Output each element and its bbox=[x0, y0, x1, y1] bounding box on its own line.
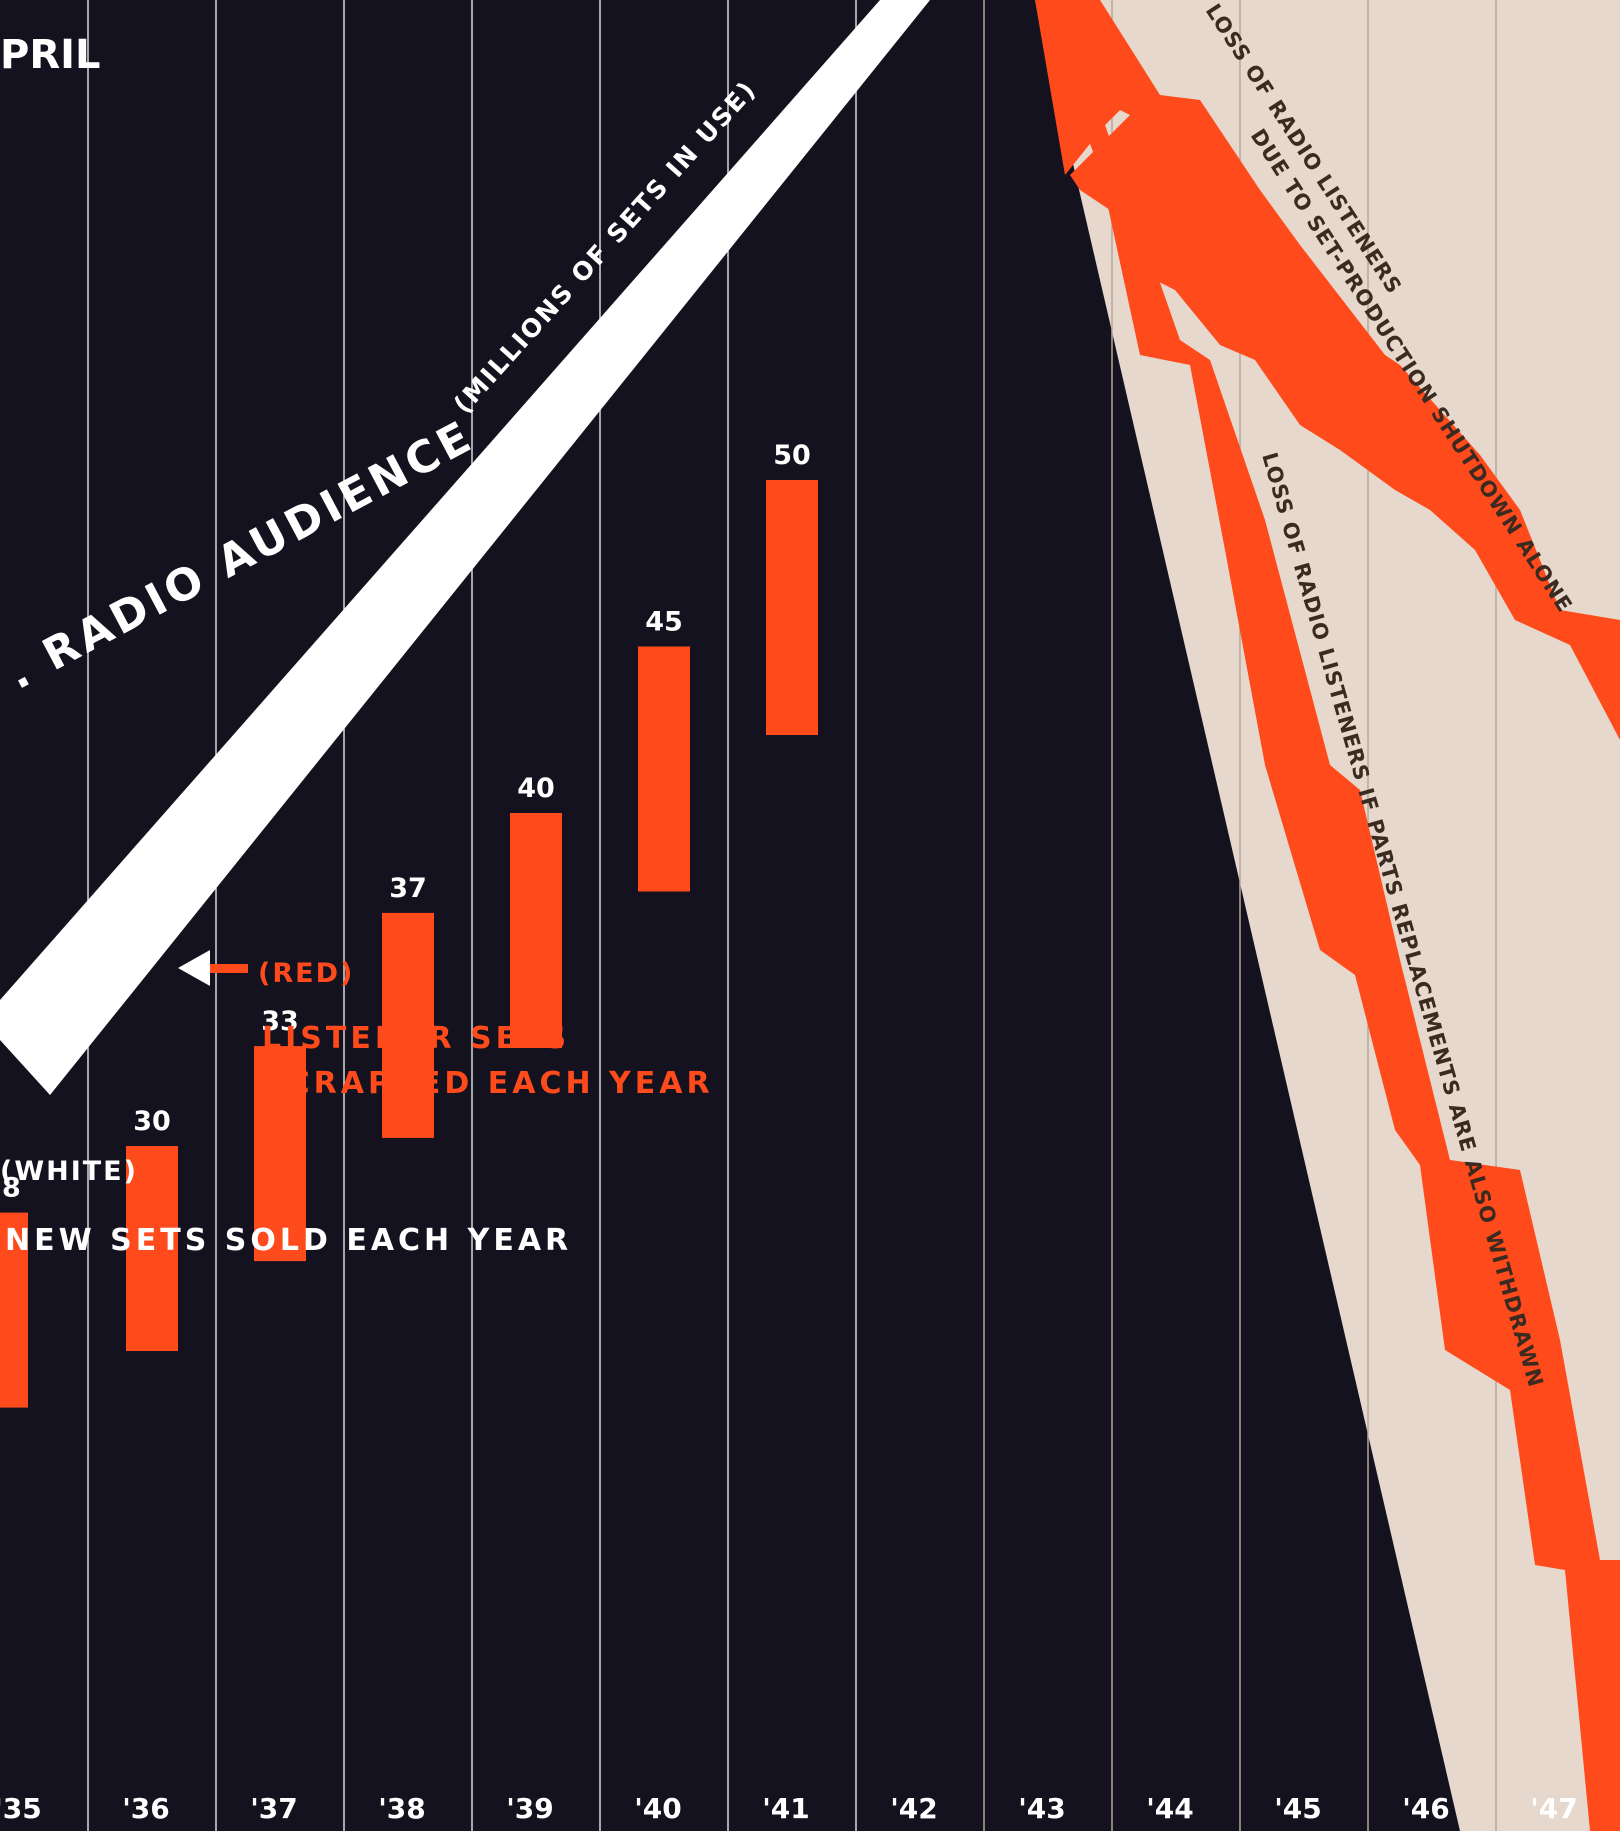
x-tick-label: '42 bbox=[890, 1792, 938, 1825]
bar-value-label: 45 bbox=[645, 607, 683, 638]
x-tick-label: '36 bbox=[122, 1792, 170, 1825]
bar-value-label: 50 bbox=[773, 440, 811, 471]
x-tick-label: '45 bbox=[1274, 1792, 1322, 1825]
bar-value-label: 30 bbox=[133, 1106, 171, 1137]
legend-white-tag: (WHITE) bbox=[0, 1156, 138, 1187]
x-tick-label: '40 bbox=[634, 1792, 682, 1825]
upper-loss-strip bbox=[1035, 0, 1620, 740]
bar-35 bbox=[0, 1212, 28, 1408]
bar-41 bbox=[766, 480, 818, 735]
legend-red-desc-2: SCRAPPED EACH YEAR bbox=[262, 1066, 714, 1101]
bar-value-label: 40 bbox=[517, 773, 555, 804]
x-tick-label: '39 bbox=[506, 1792, 554, 1825]
bar-38 bbox=[382, 912, 434, 1138]
legend-red-tag: (RED) bbox=[258, 958, 354, 989]
loss-strips bbox=[1035, 0, 1620, 1831]
legend-white-desc: NEW SETS SOLD EACH YEAR bbox=[5, 1223, 572, 1258]
bar-37 bbox=[254, 1046, 306, 1262]
arrow-icon bbox=[178, 950, 248, 986]
x-tick-label: '44 bbox=[1146, 1792, 1194, 1825]
x-tick-label: '41 bbox=[762, 1792, 810, 1825]
new-sets-band bbox=[0, 0, 930, 1095]
x-tick-label: '43 bbox=[1018, 1792, 1066, 1825]
x-tick-label: '46 bbox=[1402, 1792, 1450, 1825]
bar-39 bbox=[510, 813, 562, 1048]
legend-red-desc-1: LISTENER SETS bbox=[262, 1021, 570, 1056]
bar-value-label: 37 bbox=[389, 873, 427, 904]
x-axis-labels: '35 '36 '37 '38 '39 '40 '41 '42 '43 '44 '45 '46 '47 bbox=[0, 1792, 1578, 1825]
red-bars: 28 30 33 37 40 45 50 bbox=[0, 440, 818, 1408]
bar-36 bbox=[126, 1146, 178, 1351]
x-tick-label: '47 bbox=[1530, 1792, 1578, 1825]
header-fragment: PRIL bbox=[0, 32, 101, 78]
lower-loss-strip bbox=[1035, 0, 1620, 1831]
bar-value-label: 28 bbox=[0, 1173, 21, 1204]
bar-value-label: 33 bbox=[261, 1006, 299, 1037]
bar-40 bbox=[638, 646, 690, 892]
x-tick-label: '37 bbox=[250, 1792, 298, 1825]
x-tick-label: '38 bbox=[378, 1792, 426, 1825]
x-tick-label: '35 bbox=[0, 1792, 42, 1825]
